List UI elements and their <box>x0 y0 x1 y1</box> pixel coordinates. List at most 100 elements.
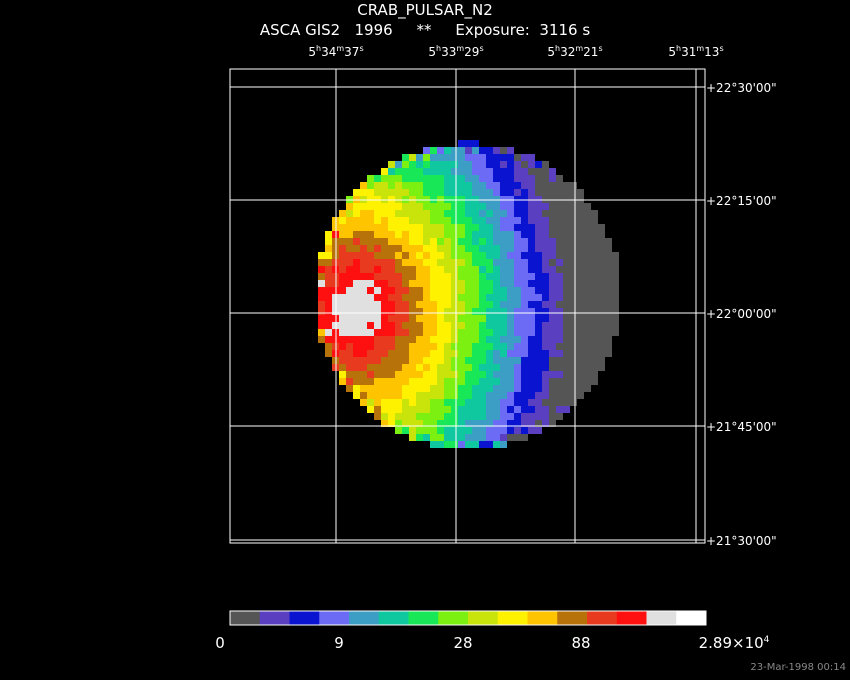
heatmap-pixel <box>367 273 374 280</box>
heatmap-pixel <box>465 392 472 399</box>
heatmap-pixel <box>381 259 388 266</box>
heatmap-pixel <box>430 231 437 238</box>
heatmap-pixel <box>444 147 451 154</box>
heatmap-pixel <box>388 322 395 329</box>
heatmap-pixel <box>374 238 381 245</box>
heatmap-pixel <box>395 399 402 406</box>
heatmap-pixel <box>423 175 430 182</box>
heatmap-pixel <box>549 245 556 252</box>
heatmap-pixel <box>409 364 416 371</box>
colorbar-swatch <box>259 611 290 625</box>
heatmap-pixel <box>507 280 514 287</box>
heatmap-pixel <box>507 210 514 217</box>
heatmap-pixel <box>535 413 542 420</box>
heatmap-pixels <box>318 140 619 448</box>
heatmap-pixel <box>507 217 514 224</box>
heatmap-pixel <box>549 357 556 364</box>
heatmap-pixel <box>360 357 367 364</box>
heatmap-pixel <box>521 175 528 182</box>
heatmap-pixel <box>549 371 556 378</box>
heatmap-pixel <box>409 203 416 210</box>
ra-tick-label: 5h31m13s <box>668 44 724 59</box>
heatmap-pixel <box>528 364 535 371</box>
heatmap-pixel <box>367 329 374 336</box>
heatmap-pixel <box>486 182 493 189</box>
heatmap-pixel <box>465 161 472 168</box>
heatmap-pixel <box>360 266 367 273</box>
heatmap-pixel <box>479 287 486 294</box>
heatmap-pixel <box>388 350 395 357</box>
heatmap-pixel <box>584 315 591 322</box>
heatmap-pixel <box>423 294 430 301</box>
heatmap-pixel <box>472 280 479 287</box>
heatmap-pixel <box>472 245 479 252</box>
heatmap-pixel <box>570 378 577 385</box>
heatmap-pixel <box>556 252 563 259</box>
heatmap-pixel <box>549 364 556 371</box>
heatmap-pixel <box>444 385 451 392</box>
heatmap-pixel <box>388 182 395 189</box>
heatmap-pixel <box>542 392 549 399</box>
heatmap-pixel <box>500 441 507 448</box>
heatmap-pixel <box>388 189 395 196</box>
heatmap-pixel <box>542 161 549 168</box>
heatmap-pixel <box>388 168 395 175</box>
heatmap-pixel <box>514 259 521 266</box>
heatmap-pixel <box>472 427 479 434</box>
heatmap-pixel <box>479 357 486 364</box>
heatmap-pixel <box>465 189 472 196</box>
heatmap-pixel <box>486 175 493 182</box>
heatmap-pixel <box>570 385 577 392</box>
heatmap-pixel <box>521 385 528 392</box>
heatmap-pixel <box>507 350 514 357</box>
heatmap-pixel <box>381 392 388 399</box>
heatmap-pixel <box>409 420 416 427</box>
heatmap-pixel <box>388 161 395 168</box>
heatmap-pixel <box>409 427 416 434</box>
heatmap-pixel <box>430 441 437 448</box>
heatmap-pixel <box>430 189 437 196</box>
heatmap-pixel <box>570 231 577 238</box>
heatmap-pixel <box>339 252 346 259</box>
heatmap-pixel <box>423 252 430 259</box>
heatmap-pixel <box>521 294 528 301</box>
heatmap-pixel <box>437 175 444 182</box>
heatmap-pixel <box>612 315 619 322</box>
heatmap-pixel <box>465 441 472 448</box>
heatmap-pixel <box>556 259 563 266</box>
heatmap-pixel <box>605 294 612 301</box>
heatmap-pixel <box>542 252 549 259</box>
heatmap-pixel <box>500 350 507 357</box>
heatmap-pixel <box>584 217 591 224</box>
heatmap-pixel <box>381 350 388 357</box>
heatmap-pixel <box>388 266 395 273</box>
heatmap-pixel <box>444 238 451 245</box>
heatmap-pixel <box>521 434 528 441</box>
heatmap-pixel <box>430 329 437 336</box>
heatmap-pixel <box>563 371 570 378</box>
heatmap-pixel <box>416 168 423 175</box>
heatmap-pixel <box>563 266 570 273</box>
heatmap-pixel <box>514 350 521 357</box>
heatmap-pixel <box>472 336 479 343</box>
heatmap-pixel <box>374 392 381 399</box>
heatmap-pixel <box>472 147 479 154</box>
heatmap-pixel <box>402 259 409 266</box>
heatmap-pixel <box>514 378 521 385</box>
heatmap-pixel <box>479 168 486 175</box>
heatmap-pixel <box>514 399 521 406</box>
heatmap-pixel <box>465 322 472 329</box>
heatmap-pixel <box>493 308 500 315</box>
heatmap-pixel <box>514 413 521 420</box>
heatmap-pixel <box>458 308 465 315</box>
heatmap-pixel <box>458 280 465 287</box>
heatmap-pixel <box>486 357 493 364</box>
heatmap-pixel <box>591 364 598 371</box>
heatmap-pixel <box>339 364 346 371</box>
heatmap-pixel <box>409 231 416 238</box>
heatmap-pixel <box>451 371 458 378</box>
heatmap-pixel <box>444 336 451 343</box>
heatmap-pixel <box>556 224 563 231</box>
heatmap-pixel <box>437 378 444 385</box>
